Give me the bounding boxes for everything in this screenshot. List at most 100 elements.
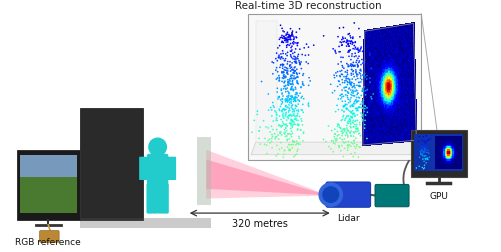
Point [401, 137, 409, 141]
Point [446, 152, 454, 156]
Point [367, 72, 375, 76]
Point [392, 45, 400, 49]
Point [380, 50, 388, 54]
Point [354, 129, 362, 133]
Point [394, 26, 402, 30]
Point [401, 94, 409, 98]
Point [383, 40, 391, 44]
Point [365, 81, 373, 85]
Point [365, 68, 373, 72]
Point [400, 46, 408, 50]
Point [368, 98, 376, 102]
Point [397, 92, 405, 96]
Point [371, 80, 379, 84]
Point [450, 162, 458, 166]
Point [407, 24, 415, 28]
Point [403, 95, 411, 99]
Point [382, 27, 390, 31]
Point [360, 132, 368, 136]
Point [366, 120, 374, 124]
Point [450, 157, 458, 161]
Point [383, 60, 391, 64]
Point [380, 66, 388, 70]
Point [370, 28, 378, 33]
Point [378, 63, 386, 67]
Point [450, 152, 458, 156]
Point [388, 125, 396, 129]
Point [386, 45, 394, 49]
Point [388, 56, 396, 60]
Point [407, 30, 415, 34]
Point [456, 137, 464, 141]
Point [410, 64, 418, 68]
Point [269, 128, 277, 132]
Point [399, 55, 407, 59]
Point [374, 110, 382, 114]
Point [381, 70, 389, 74]
Point [431, 162, 439, 166]
Point [438, 139, 446, 143]
Point [365, 97, 373, 101]
Point [367, 49, 375, 53]
Point [278, 72, 286, 76]
Point [410, 125, 418, 130]
Point [391, 34, 399, 38]
Point [326, 147, 334, 151]
Point [378, 46, 386, 50]
Point [373, 110, 381, 114]
Point [367, 131, 375, 135]
Point [329, 139, 337, 143]
Point [288, 34, 296, 38]
Point [409, 59, 417, 63]
Point [392, 43, 400, 47]
Point [376, 140, 384, 144]
Point [410, 84, 418, 88]
Point [456, 163, 464, 167]
Point [367, 127, 375, 131]
Point [376, 113, 384, 117]
Point [365, 120, 373, 124]
Point [363, 53, 371, 57]
Point [380, 93, 388, 98]
Point [399, 80, 407, 84]
Point [372, 44, 380, 48]
Point [290, 67, 298, 71]
Point [377, 104, 385, 108]
Point [369, 111, 377, 115]
Point [405, 98, 413, 102]
Point [291, 123, 299, 127]
Point [406, 86, 414, 90]
Point [360, 138, 368, 142]
Point [431, 157, 439, 161]
Point [368, 112, 376, 116]
Point [368, 124, 376, 128]
Point [388, 131, 396, 135]
Point [366, 108, 374, 112]
Point [288, 45, 296, 49]
Point [388, 37, 396, 41]
Point [342, 39, 350, 43]
Point [376, 103, 384, 107]
Point [288, 120, 296, 124]
Point [411, 134, 419, 138]
Point [399, 140, 407, 144]
Point [392, 139, 400, 143]
Point [283, 139, 291, 143]
Point [369, 98, 377, 102]
Point [383, 45, 391, 49]
Point [383, 99, 391, 103]
Point [385, 112, 393, 116]
Point [410, 65, 418, 69]
Point [363, 113, 371, 117]
Point [390, 36, 398, 40]
Point [401, 96, 409, 100]
Point [383, 47, 391, 51]
Point [399, 135, 407, 139]
Point [268, 101, 276, 105]
Point [372, 76, 380, 80]
Point [388, 37, 396, 41]
Point [374, 37, 382, 41]
Point [361, 93, 369, 97]
Point [406, 45, 414, 49]
Point [402, 89, 410, 93]
